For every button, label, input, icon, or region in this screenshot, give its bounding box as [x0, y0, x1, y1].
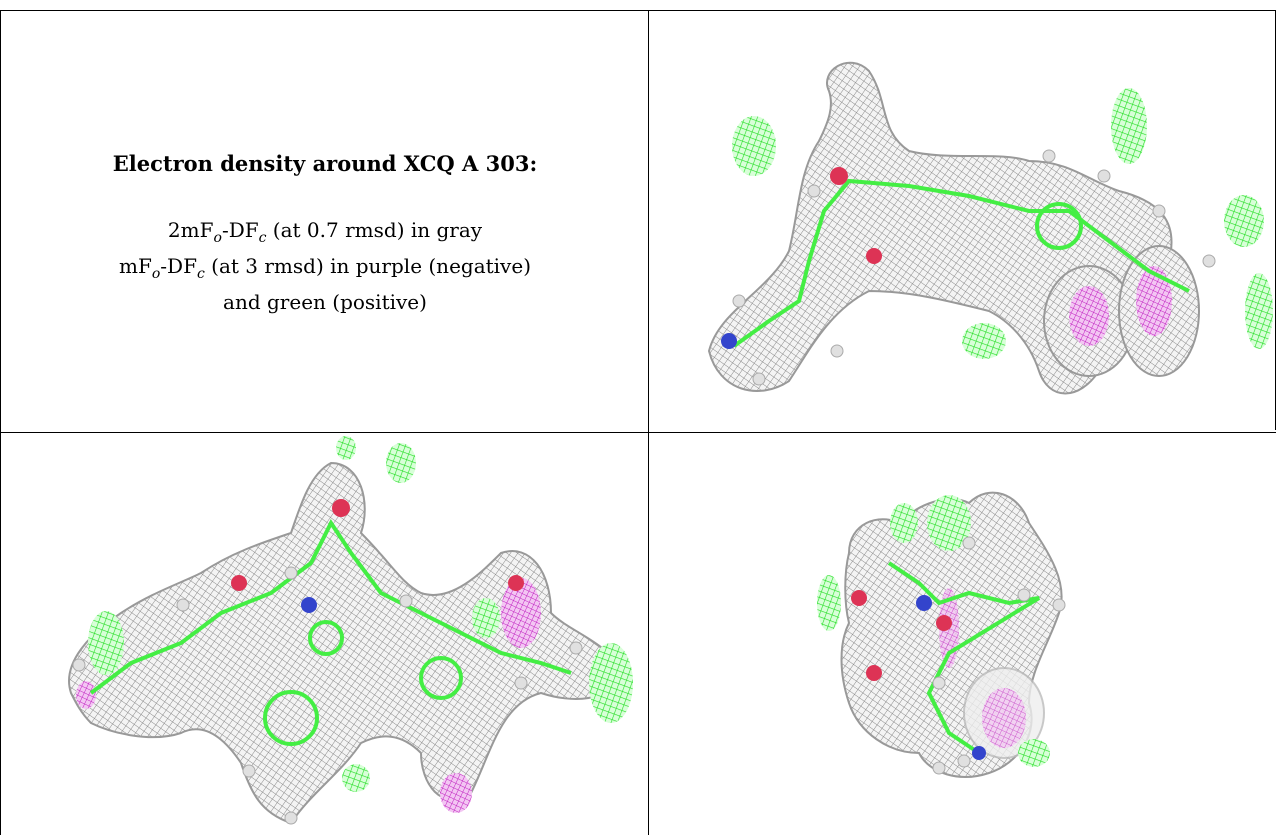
hydrogen-atom — [1202, 254, 1216, 268]
border-middle-horizontal — [0, 432, 1276, 433]
negative-density — [982, 688, 1026, 748]
hydrogen-atom — [569, 641, 583, 655]
hydrogen-atom — [1052, 598, 1066, 612]
density-blob — [68, 461, 623, 825]
hydrogen-atom — [399, 594, 413, 608]
oxygen-atom — [830, 167, 848, 185]
oxygen-atom — [866, 248, 882, 264]
caption-title: Electron density around XCQ A 303: — [112, 151, 538, 176]
positive-density — [732, 116, 776, 176]
border-middle-vertical — [648, 10, 649, 835]
hydrogen-atom — [752, 372, 766, 386]
legend-line-2: mFo-DFc (at 3 rmsd) in purple (negative) — [119, 254, 531, 282]
hydrogen-atom — [732, 294, 746, 308]
nitrogen-atom — [301, 597, 317, 613]
hydrogen-atom — [1097, 169, 1111, 183]
view-bottom-left — [1, 433, 648, 835]
nitrogen-atom — [972, 746, 986, 760]
hydrogen-atom — [176, 598, 190, 612]
oxygen-atom — [332, 499, 350, 517]
border-left — [0, 10, 1, 835]
hydrogen-atom — [830, 344, 844, 358]
ring — [1035, 202, 1083, 250]
density-render-bottom-right — [817, 491, 1066, 778]
positive-density — [589, 643, 633, 723]
nitrogen-atom — [916, 595, 932, 611]
positive-density — [472, 598, 500, 638]
positive-density — [336, 436, 356, 460]
density-render-top-right — [707, 61, 1273, 395]
hydrogen-atom — [1042, 149, 1056, 163]
hydrogen-atom — [1152, 204, 1166, 218]
view-top-right — [649, 11, 1275, 432]
hydrogen-atom — [932, 676, 946, 690]
hydrogen-atom — [957, 754, 971, 768]
hydrogen-atom — [807, 184, 821, 198]
hydrogen-atom — [1017, 588, 1031, 602]
negative-density — [440, 773, 472, 813]
border-top — [0, 10, 1276, 11]
positive-density — [1245, 273, 1273, 349]
hydrogen-atom — [72, 658, 86, 672]
legend-line-1: 2mFo-DFc (at 0.7 rmsd) in gray — [167, 218, 483, 246]
hydrogen-atom — [284, 811, 298, 825]
positive-density — [817, 575, 841, 631]
bond-skeleton — [89, 519, 572, 695]
ring — [308, 620, 344, 656]
hydrogen-atom — [284, 566, 298, 580]
positive-density — [88, 611, 124, 675]
ring — [263, 690, 319, 746]
positive-density — [1018, 739, 1050, 767]
negative-density — [76, 681, 96, 709]
caption-legend: 2mFo-DFc (at 0.7 rmsd) in gray mFo-DFc (… — [1, 216, 648, 316]
negative-density — [501, 578, 541, 648]
hydrogen-atom — [514, 676, 528, 690]
legend-line-3: and green (positive) — [223, 290, 427, 314]
ring — [419, 656, 463, 700]
nitrogen-atom — [721, 333, 737, 349]
negative-density — [1069, 286, 1109, 346]
positive-density — [1111, 88, 1147, 164]
bond-skeleton — [732, 178, 1190, 348]
hydrogen-atom — [932, 761, 946, 775]
caption-cell: Electron density around XCQ A 303: 2mFo-… — [1, 11, 648, 432]
oxygen-atom — [231, 575, 247, 591]
positive-density — [342, 764, 370, 792]
view-bottom-right — [649, 433, 1275, 835]
positive-density — [962, 323, 1006, 359]
positive-density — [1224, 195, 1264, 247]
oxygen-atom — [936, 615, 952, 631]
positive-density — [386, 443, 416, 483]
positive-density — [927, 495, 971, 551]
oxygen-atom — [508, 575, 524, 591]
positive-density — [890, 503, 918, 543]
density-render-bottom-left — [68, 436, 633, 825]
oxygen-atom — [866, 665, 882, 681]
hydrogen-atom — [962, 536, 976, 550]
oxygen-atom — [851, 590, 867, 606]
negative-density — [1136, 266, 1172, 336]
hydrogen-atom — [242, 764, 256, 778]
